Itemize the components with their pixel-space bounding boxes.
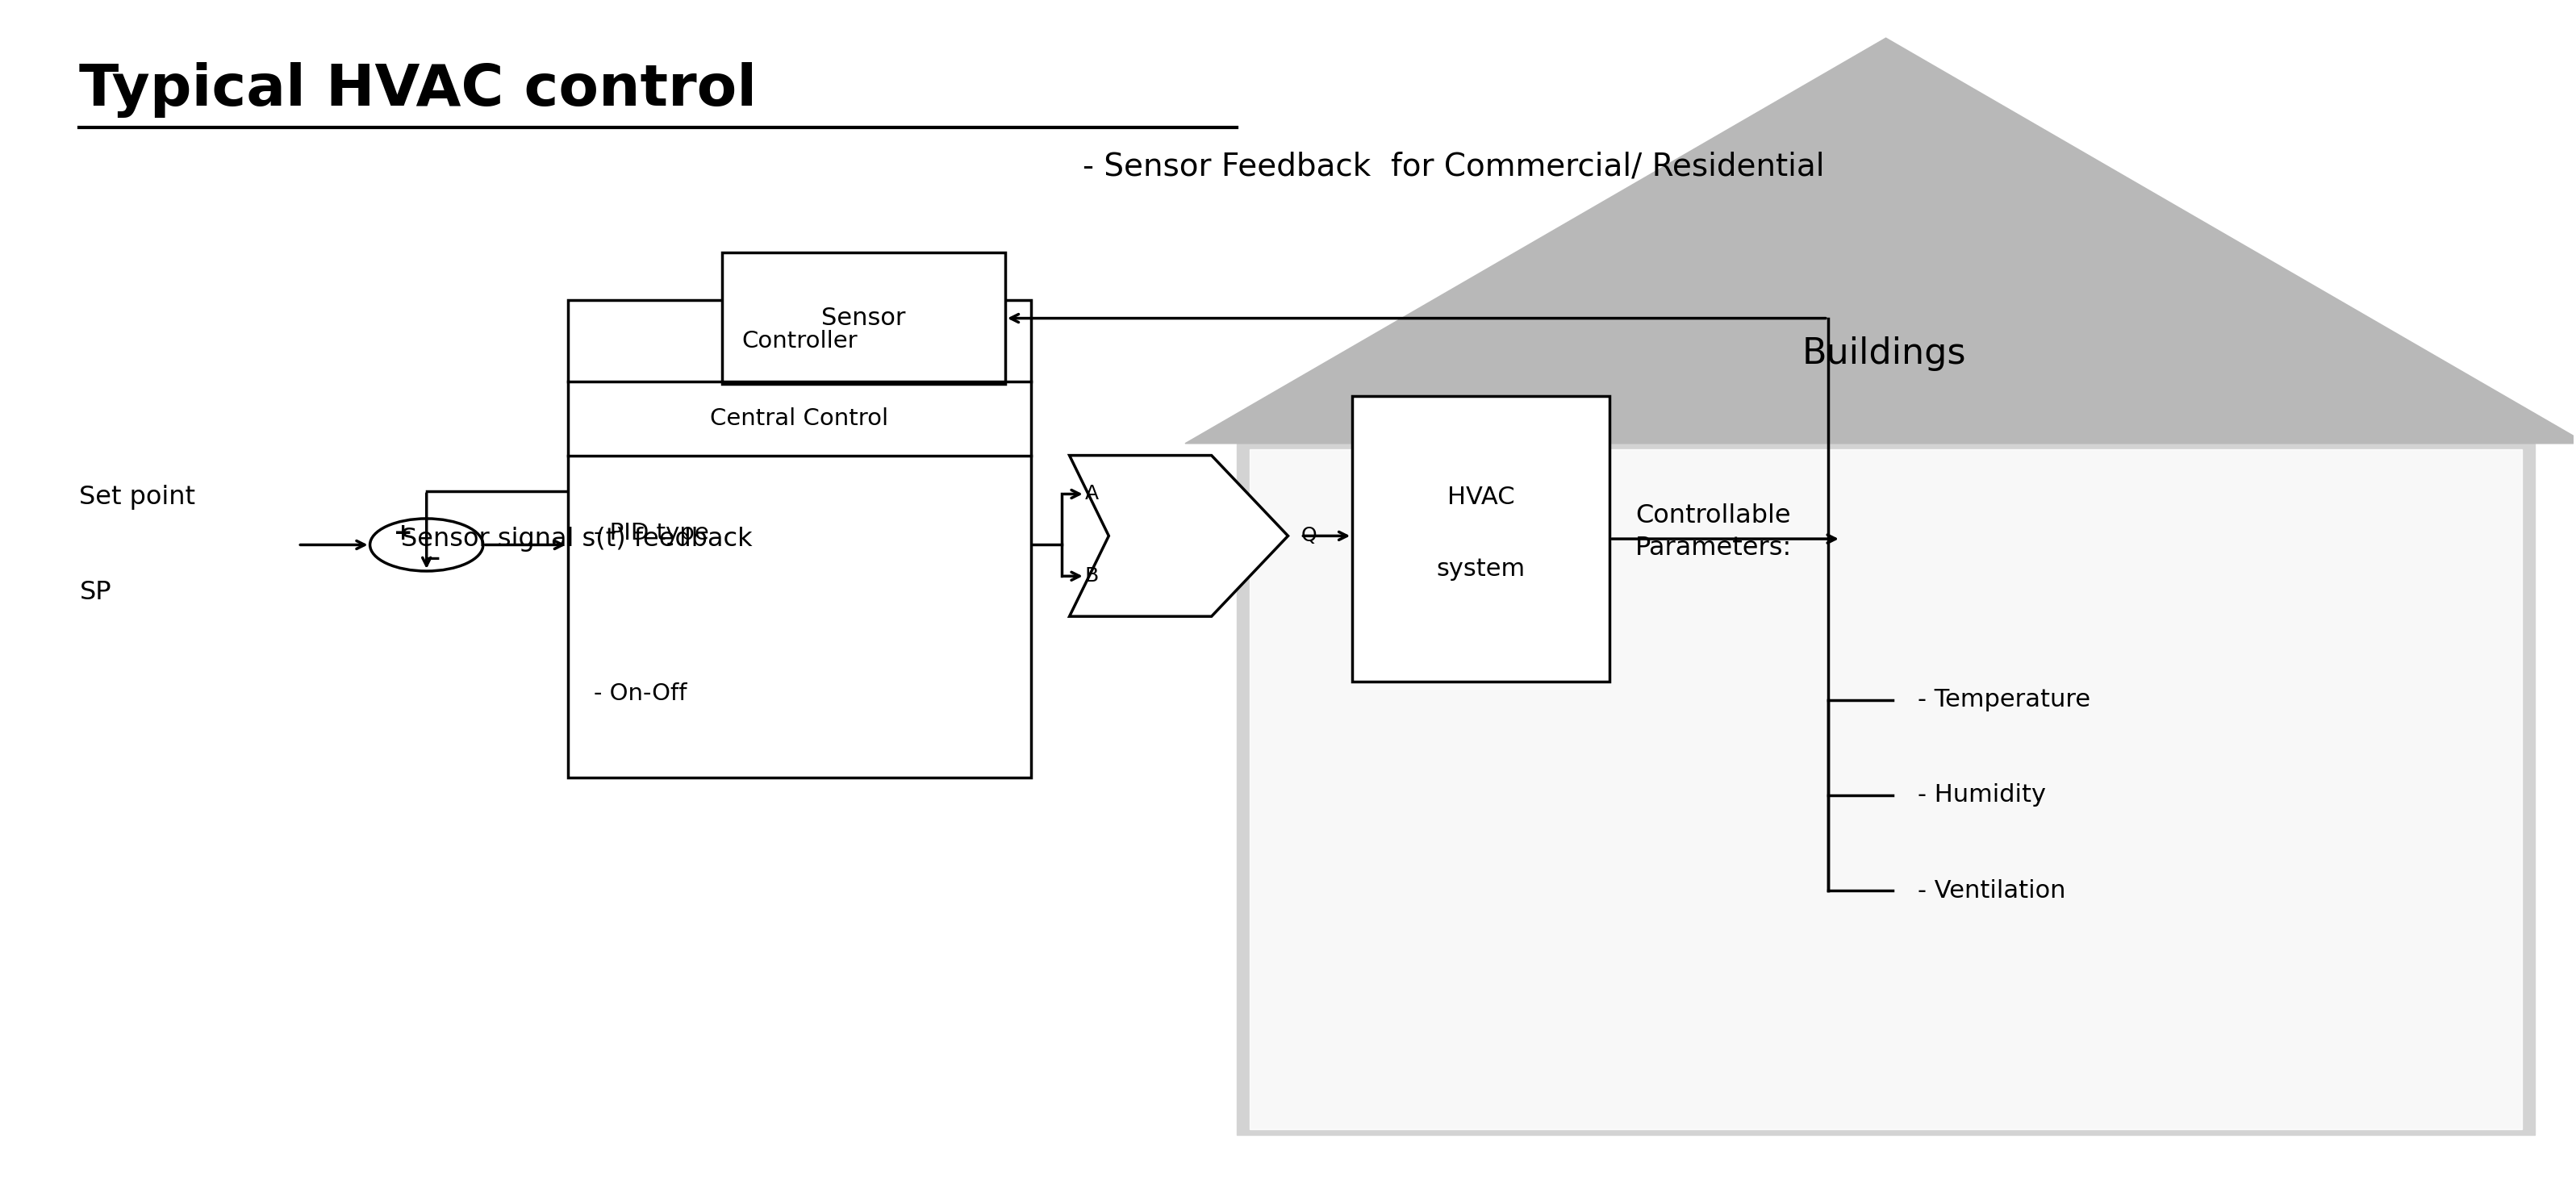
Text: system: system (1437, 557, 1525, 581)
Polygon shape (1185, 38, 2576, 443)
Text: - Ventilation: - Ventilation (1919, 879, 2066, 903)
Text: Sensor signal s(t) feedback: Sensor signal s(t) feedback (402, 527, 752, 552)
Polygon shape (1236, 443, 2535, 1135)
Text: - Humidity: - Humidity (1919, 784, 2045, 807)
Text: A: A (1084, 485, 1100, 504)
Text: Central Control: Central Control (711, 407, 889, 430)
Bar (721, 253, 1005, 384)
Text: B: B (1084, 566, 1100, 585)
Text: −: − (422, 548, 440, 571)
Text: Controller: Controller (742, 329, 858, 352)
Text: +: + (394, 522, 412, 545)
Text: Set point: Set point (80, 485, 196, 510)
Text: HVAC: HVAC (1448, 486, 1515, 509)
Text: - Sensor Feedback  for Commercial/ Residential: - Sensor Feedback for Commercial/ Reside… (1082, 151, 1824, 182)
Text: Typical HVAC control: Typical HVAC control (80, 62, 757, 117)
Polygon shape (1249, 449, 2522, 1129)
Text: - On-Off: - On-Off (592, 682, 688, 705)
Bar (1352, 396, 1610, 682)
Text: - PID type: - PID type (592, 522, 708, 545)
Text: Q: Q (1301, 527, 1316, 546)
Polygon shape (1069, 455, 1288, 616)
Text: SP: SP (80, 581, 111, 604)
Text: - Temperature: - Temperature (1919, 688, 2092, 711)
Text: Controllable
Parameters:: Controllable Parameters: (1636, 503, 1793, 561)
Text: Buildings: Buildings (1803, 336, 1965, 371)
Bar (567, 300, 1030, 777)
Text: Sensor: Sensor (822, 306, 907, 330)
